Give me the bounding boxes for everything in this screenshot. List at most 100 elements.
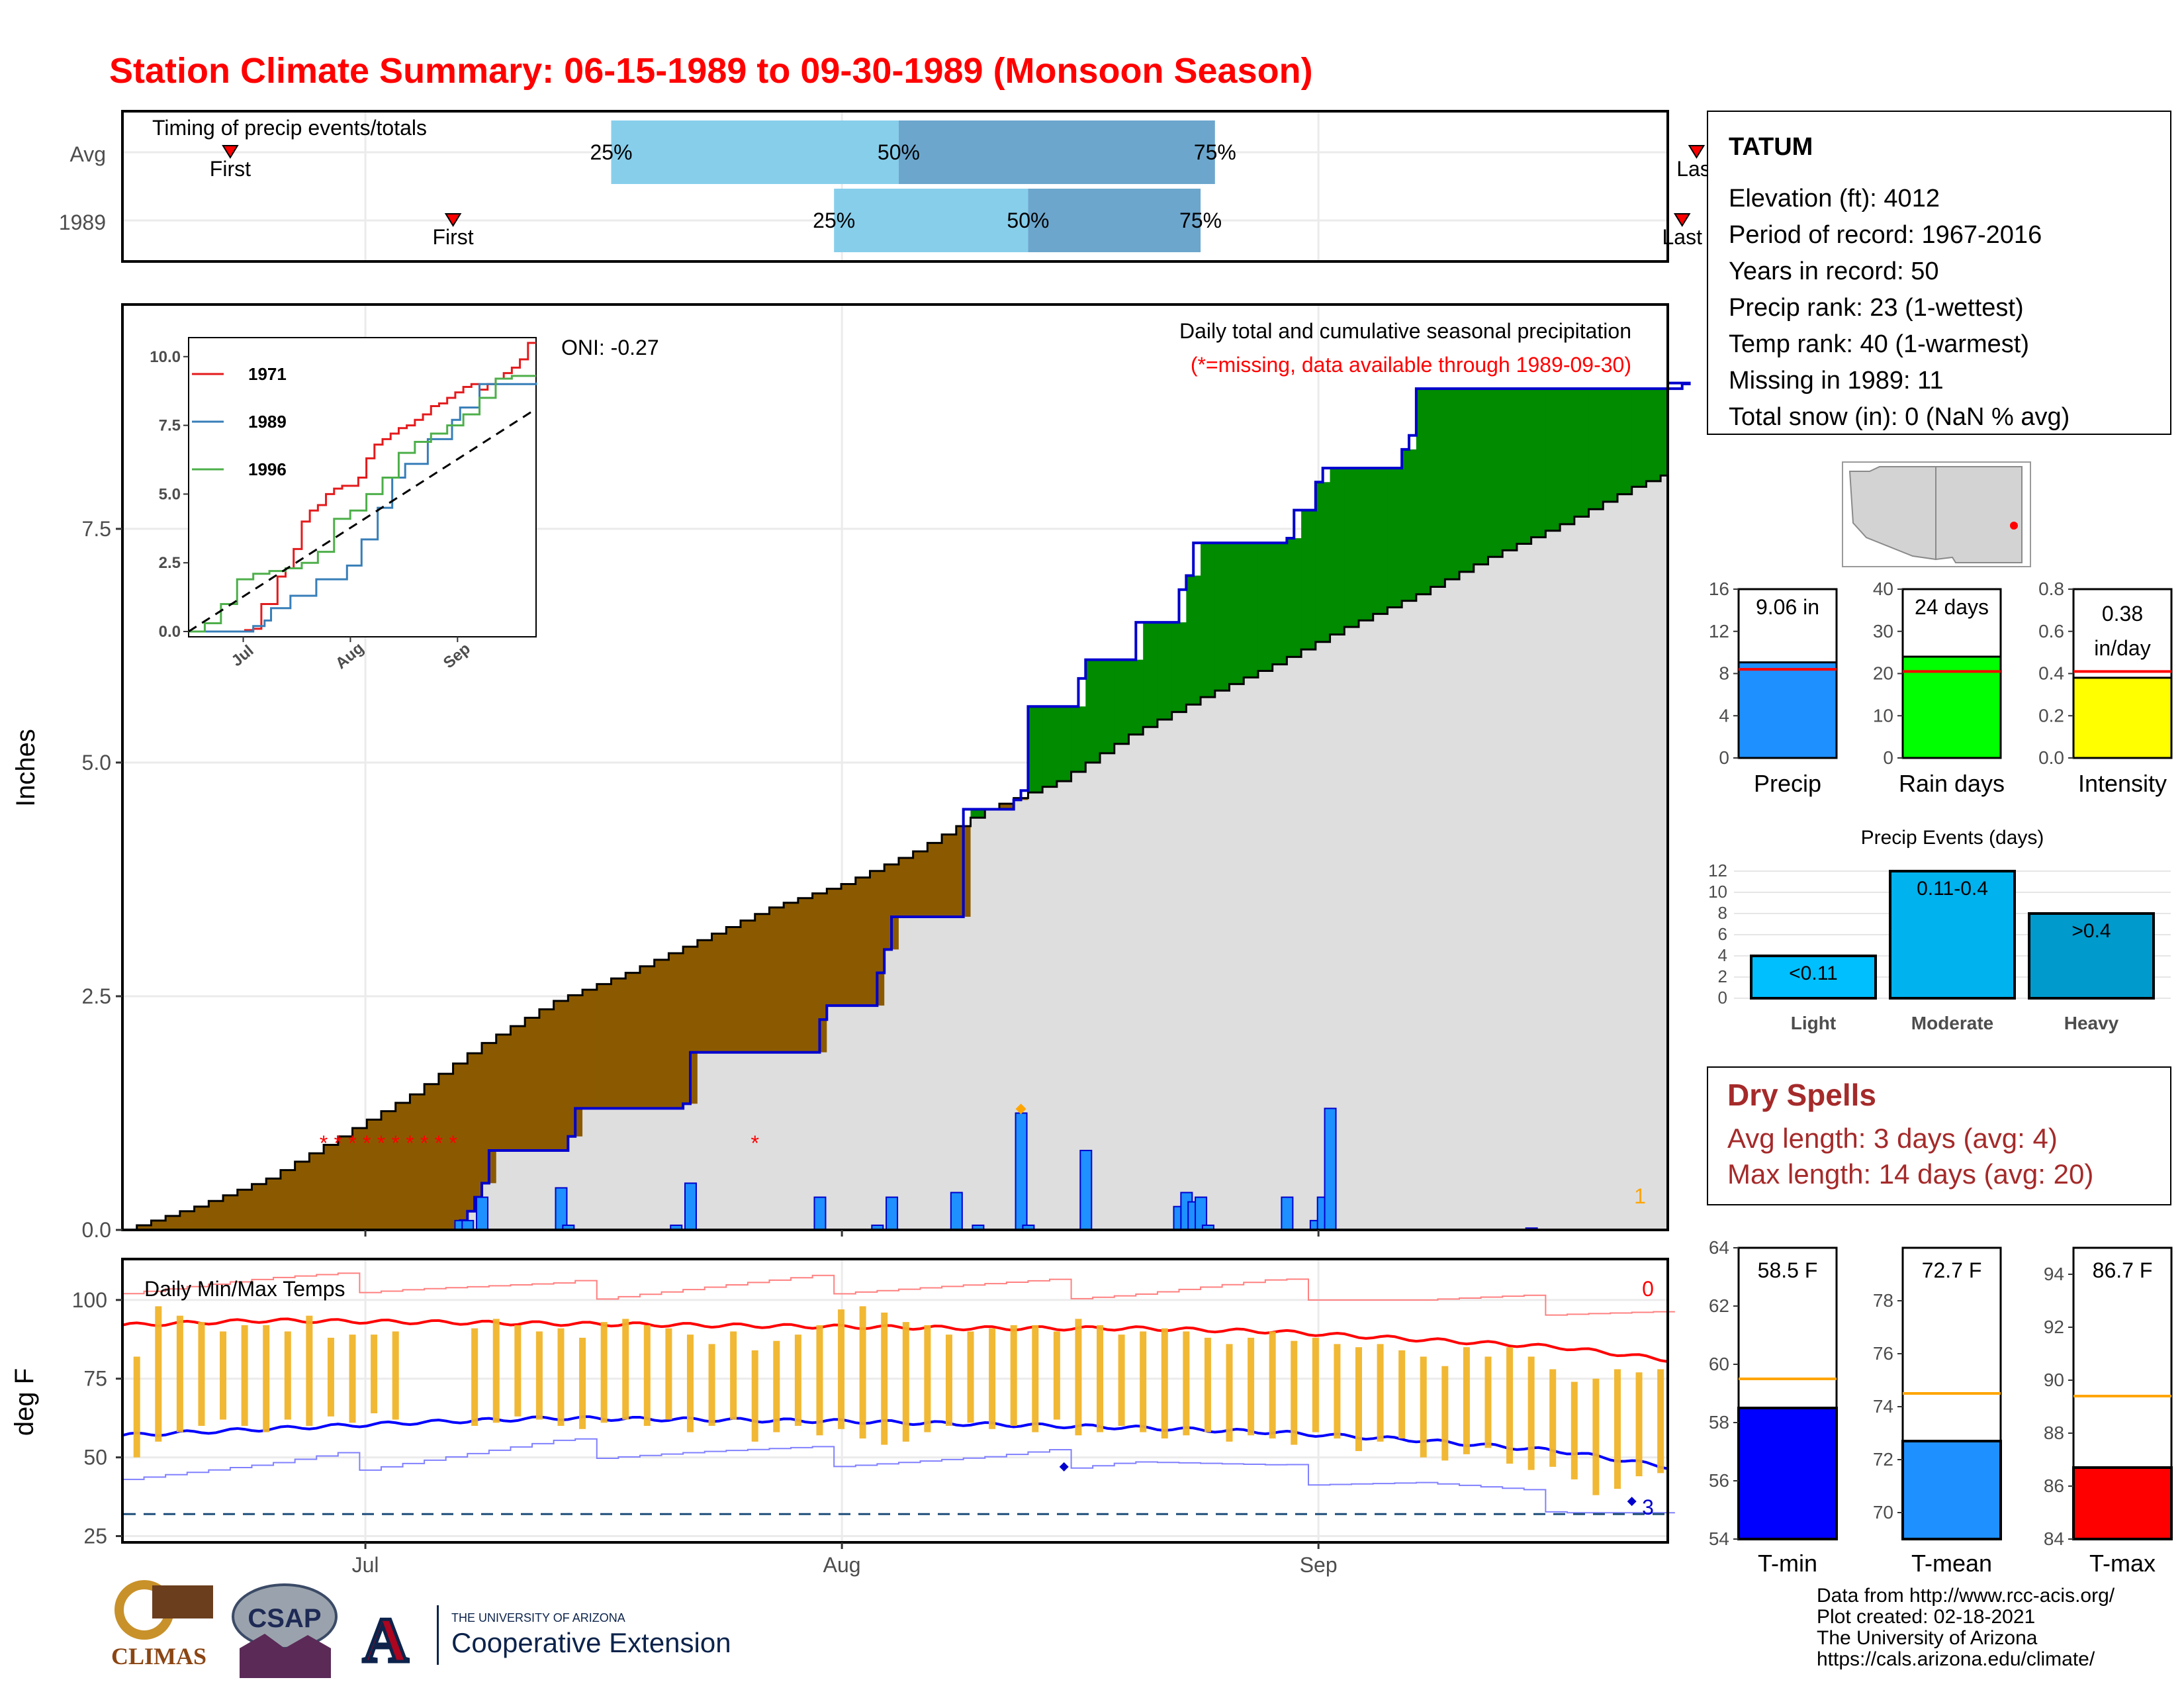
temp-x-tick-label: Jul bbox=[352, 1553, 379, 1577]
inset-y-tick-label: 2.5 bbox=[159, 554, 181, 572]
inset-legend-label-1971: 1971 bbox=[248, 364, 287, 384]
temp-daily-range-bar bbox=[535, 1331, 543, 1420]
precip-climo-fill bbox=[1229, 684, 1244, 1230]
precip-surplus-fill bbox=[1186, 575, 1201, 705]
precip-climo-fill bbox=[1114, 743, 1130, 1230]
precip-surplus-fill bbox=[1315, 482, 1331, 642]
precip-surplus-fill bbox=[1445, 389, 1460, 580]
precip-climo-fill bbox=[1128, 734, 1144, 1230]
temp-line-avg-min bbox=[122, 1415, 1668, 1470]
footer-line: Plot created: 02-18-2021 bbox=[1817, 1606, 2035, 1628]
precip-panel: * * * * * * * * * * * 0.02.55.07.5 Inches ONI: -0.… bbox=[11, 303, 1691, 1242]
inset-line-climatology bbox=[188, 408, 537, 633]
precip-deficit-fill bbox=[797, 898, 813, 1053]
climas-logo: CLIMAS bbox=[111, 1580, 213, 1669]
temp-daily-range-bar bbox=[924, 1325, 931, 1432]
precip-deficit-fill bbox=[841, 884, 856, 1006]
precip-deficit-fill bbox=[151, 1220, 166, 1230]
precip-climo-fill bbox=[913, 916, 928, 1230]
csap-logo: CSAP bbox=[232, 1583, 338, 1678]
temp-daily-range-bar bbox=[1484, 1356, 1492, 1448]
temp-daily-range-bar bbox=[1075, 1319, 1082, 1436]
temp-x-tick-label: Aug bbox=[823, 1553, 861, 1577]
precip-climo-fill bbox=[956, 916, 972, 1230]
precip-surplus-fill bbox=[1646, 389, 1661, 481]
precip-surplus-fill bbox=[1071, 706, 1086, 773]
summary-bar-value bbox=[1901, 655, 2002, 759]
logos: CLIMAS CSAP A THE UNIVERSITY OF ARIZONA … bbox=[111, 1580, 731, 1678]
precip-deficit-fill bbox=[266, 1178, 281, 1230]
precip-climo-fill bbox=[1257, 671, 1273, 1230]
missing-note: (*=missing, data available through 1989-… bbox=[1191, 353, 1631, 377]
temp-bar-tick-label: 90 bbox=[2044, 1370, 2064, 1390]
precip-climo-fill bbox=[1330, 634, 1345, 1230]
missing-day-marker: * bbox=[348, 1131, 356, 1155]
temp-y-tick-label: 100 bbox=[72, 1288, 107, 1312]
precip-deficit-fill bbox=[467, 1053, 482, 1211]
temp-daily-range-bar bbox=[1161, 1328, 1168, 1439]
oni-label: ONI: -0.27 bbox=[561, 336, 659, 359]
precip-y-tick-label: 2.5 bbox=[82, 984, 111, 1008]
missing-day-marker: * bbox=[420, 1131, 428, 1155]
events-tick-label: 2 bbox=[1718, 966, 1727, 986]
precip-surplus-fill bbox=[1488, 389, 1503, 557]
temp-daily-range-bar bbox=[773, 1340, 780, 1432]
temp-daily-range-bar bbox=[1312, 1337, 1319, 1432]
precip-deficit-fill bbox=[352, 1128, 367, 1230]
precip-daily-bar bbox=[1079, 1149, 1093, 1231]
temp-bar-tick-label: 92 bbox=[2044, 1317, 2064, 1337]
precip-climo-fill bbox=[596, 1108, 612, 1230]
temp-y-axis-title: deg F bbox=[10, 1368, 39, 1436]
precip-surplus-fill bbox=[1157, 622, 1173, 720]
temp-daily-range-bar bbox=[730, 1331, 737, 1420]
temp-bar-tick-label: 64 bbox=[1709, 1237, 1729, 1258]
summary-bar-charts: 0 4 8 12 16 9.06 in Precip 0 10 20 30 40 24 days Rain… bbox=[1709, 579, 2173, 797]
precip-climo-fill bbox=[1244, 677, 1259, 1230]
inset-y-tick-label: 0.0 bbox=[159, 623, 181, 641]
precip-climo-fill bbox=[1588, 509, 1604, 1230]
temp-daily-range-bar bbox=[622, 1319, 629, 1420]
temp-daily-range-bar bbox=[1657, 1369, 1664, 1474]
precip-climo-fill bbox=[797, 1052, 813, 1230]
temp-bar-tick-label: 74 bbox=[1873, 1396, 1893, 1417]
timing-q25-q50-bar bbox=[834, 189, 1028, 252]
precip-climo-fill bbox=[741, 1052, 756, 1230]
temp-daily-range-bar bbox=[751, 1350, 758, 1442]
precip-climo-fill bbox=[1617, 494, 1633, 1230]
temp-y-tick-label: 25 bbox=[83, 1524, 107, 1548]
summary-bar-tick-label: 40 bbox=[1873, 579, 1893, 599]
temp-daily-range-bar bbox=[220, 1331, 227, 1420]
precip-surplus-fill bbox=[1516, 389, 1532, 544]
precip-deficit-fill bbox=[410, 1094, 425, 1230]
precip-climo-fill bbox=[1143, 727, 1158, 1230]
precip-deficit-fill bbox=[784, 902, 799, 1053]
dry-spells-max-length: Max length: 14 days (avg: 20) bbox=[1727, 1158, 2093, 1190]
precip-caption: Daily total and cumulative seasonal prec… bbox=[1179, 319, 1631, 343]
events-bar-range-label: <0.11 bbox=[1789, 962, 1838, 984]
summary-bar-value bbox=[2072, 677, 2173, 759]
temp-daily-range-bar bbox=[1269, 1331, 1276, 1439]
temp-bar-tick-label: 54 bbox=[1709, 1528, 1729, 1549]
footer-line: The University of Arizona bbox=[1817, 1627, 2038, 1649]
precip-climo-fill bbox=[1545, 530, 1561, 1230]
temp-content bbox=[122, 1272, 1675, 1515]
timing-last-marker bbox=[1673, 213, 1691, 227]
missing-day-marker: * bbox=[449, 1131, 457, 1155]
precip-y-tick-label: 5.0 bbox=[82, 751, 111, 774]
csap-logo-text: CSAP bbox=[248, 1604, 321, 1633]
precip-climo-fill bbox=[668, 1108, 684, 1230]
temp-min-marker bbox=[1059, 1462, 1069, 1472]
precip-surplus-fill bbox=[1502, 389, 1518, 551]
precip-deficit-fill bbox=[726, 927, 741, 1053]
temp-y-tick-label: 75 bbox=[83, 1367, 107, 1391]
temp-bar-t-max: 84 86 88 90 92 94 86.7 F T-max bbox=[2044, 1246, 2173, 1577]
precip-missing-markers: * * * * * * * * * * * bbox=[320, 1131, 759, 1155]
climas-landscape-icon bbox=[152, 1585, 213, 1618]
precip-climo-fill bbox=[1502, 550, 1518, 1230]
summary-bar-value bbox=[1737, 661, 1838, 759]
precip-daily-bars bbox=[454, 1103, 1538, 1231]
temp-daily-range-bar bbox=[514, 1325, 522, 1417]
precip-surplus-fill bbox=[1359, 468, 1374, 621]
precip-deficit-fill bbox=[251, 1184, 267, 1230]
